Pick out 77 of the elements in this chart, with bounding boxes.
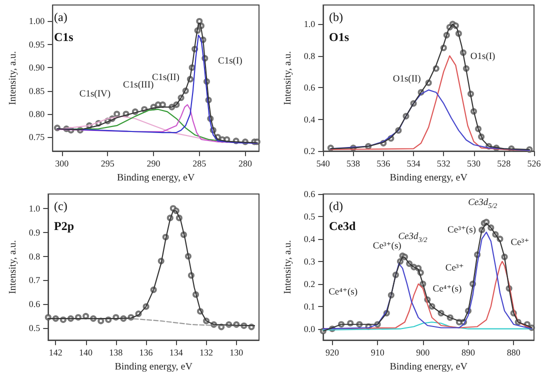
chart-title: (c)	[54, 199, 68, 213]
y-tick-label: 0.4	[304, 114, 316, 124]
y-axis-title: Intensity, a.u.	[282, 51, 294, 105]
y-tick-label: 1.0	[28, 203, 41, 214]
annotation: Ce⁴⁺(s)	[432, 284, 462, 294]
x-tick-label: 890	[462, 348, 476, 358]
y-axis-title: Intensity, a.u.	[8, 51, 18, 105]
y-tick-label: 1.0	[304, 19, 316, 30]
y-tick-label: 0.4	[304, 234, 316, 244]
x-tick-label: 285	[192, 158, 207, 169]
x-tick-label: 534	[406, 158, 421, 169]
annotation: Ce³⁺(s)	[372, 242, 402, 252]
y-tick-label: 0.2	[304, 146, 316, 156]
y-tick-label: 0.75	[28, 132, 46, 142]
y-tick-label: 0.6	[304, 189, 316, 199]
annotation: Ce³⁺(s)	[448, 226, 476, 236]
x-tick-label: 910	[370, 348, 385, 358]
y-tick-label: 0.3	[304, 256, 316, 266]
y-tick-label: 0.85	[28, 86, 46, 96]
x-tick-label: 136	[139, 348, 154, 358]
annotation: Ce³⁺	[445, 264, 464, 274]
x-axis-title: Binding energy, eV	[390, 362, 468, 372]
y-tick-label: 0.0	[304, 324, 316, 334]
annotation: C1s(I)	[218, 56, 242, 67]
annotation: O1s(I)	[470, 52, 496, 62]
y-tick-label: 0.1	[304, 301, 316, 312]
x-tick-label: 132	[200, 348, 214, 358]
annotation: O1s(II)	[392, 74, 421, 84]
x-axis-title: Binding energy, eV	[390, 172, 468, 184]
annotation: C1s(II)	[152, 73, 180, 84]
x-tick-label: 528	[497, 158, 512, 169]
chart-title: (a)	[54, 10, 68, 24]
x-tick-label: 140	[79, 348, 94, 358]
x-tick-label: 540	[316, 158, 330, 169]
x-tick-label: 532	[436, 158, 450, 169]
x-tick-label: 530	[467, 158, 482, 169]
annotation: C1s(III)	[123, 80, 154, 90]
x-tick-label: 900	[416, 348, 430, 358]
y-tick-label: 0.7	[28, 275, 41, 286]
y-tick-label: 0.6	[28, 299, 41, 310]
y-tick-label: 0.2	[304, 278, 316, 289]
y-tick-label: 0.5	[28, 323, 41, 334]
y-tick-label: 1.00	[28, 16, 46, 26]
x-tick-label: 290	[146, 158, 161, 169]
x-axis-title: Binding energy, eV	[114, 362, 194, 372]
text: O1s	[329, 30, 350, 44]
chart-title: (d)	[329, 199, 343, 213]
y-tick-label: 0.6	[304, 82, 316, 93]
y-axis-title: Intensity, a.u.	[282, 240, 294, 294]
x-tick-label: 134	[169, 348, 184, 358]
x-tick-label: 280	[238, 158, 252, 169]
x-tick-label: 538	[346, 158, 361, 169]
x-tick-label: 295	[100, 158, 115, 169]
x-tick-label: 142	[48, 348, 62, 358]
x-tick-label: 880	[506, 348, 521, 358]
annotation: Ce⁴⁺(s)	[328, 287, 358, 298]
text: C1s	[54, 30, 74, 44]
y-tick-label: 0.80	[28, 108, 46, 119]
x-tick-label: 138	[109, 348, 124, 358]
y-tick-label: 0.5	[304, 211, 316, 222]
text: Ce3d	[329, 219, 356, 233]
y-tick-label: 0.8	[304, 50, 316, 61]
x-axis-title: Binding energy, eV	[116, 172, 196, 184]
y-tick-label: 0.8	[28, 251, 41, 262]
y-tick-label: 0.9	[28, 227, 41, 238]
x-tick-label: 130	[230, 348, 244, 358]
y-tick-label: 0.95	[28, 39, 46, 50]
annotation: C1s(IV)	[79, 89, 111, 100]
text: P2p	[54, 219, 74, 233]
y-tick-label: 0.90	[28, 62, 46, 73]
annotation: Ce³⁺	[510, 238, 530, 248]
x-tick-label: 300	[55, 158, 70, 169]
x-tick-label: 526	[527, 158, 542, 169]
x-tick-label: 536	[376, 158, 391, 169]
y-axis-title: Intensity, a.u.	[8, 240, 18, 294]
x-tick-label: 920	[325, 348, 340, 358]
chart-title: (b)	[329, 10, 343, 24]
